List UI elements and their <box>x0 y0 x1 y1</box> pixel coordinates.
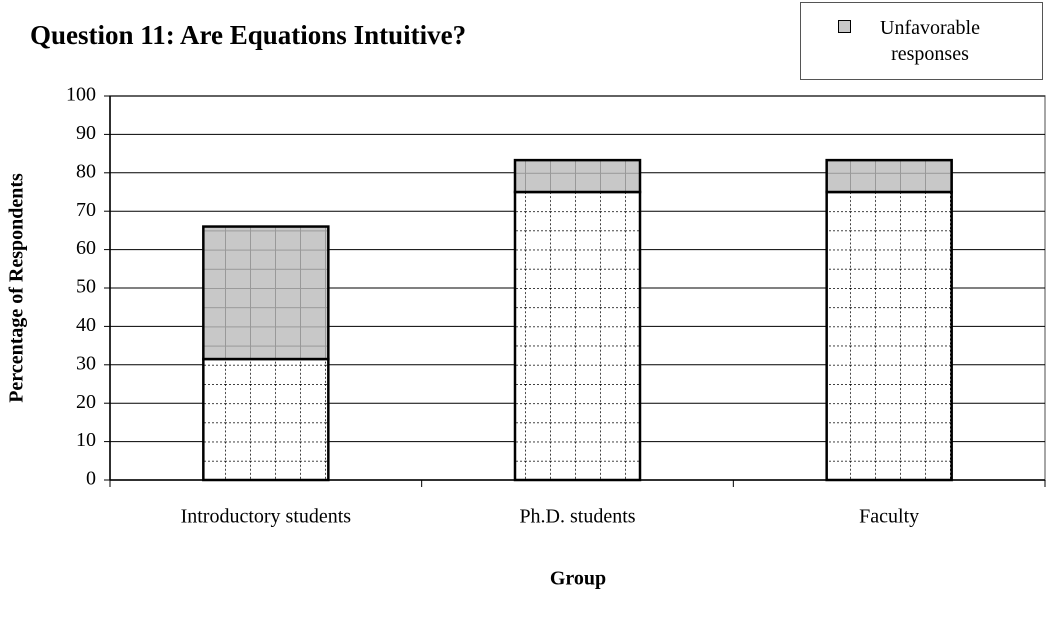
y-axis-label: Percentage of Respondents <box>6 173 28 403</box>
x-tick-label: Introductory students <box>181 506 352 528</box>
chart-title: Question 11: Are Equations Intuitive? <box>30 20 466 50</box>
x-tick-label: Faculty <box>859 506 919 528</box>
bar-segment <box>202 225 330 361</box>
legend-label: Unfavorable responses <box>880 17 980 65</box>
y-tick-label: 80 <box>76 160 96 182</box>
y-tick-label: 90 <box>76 122 96 144</box>
y-tick-label: 60 <box>76 237 96 259</box>
y-tick-label: 50 <box>76 276 96 298</box>
x-tick-label: Ph.D. students <box>519 506 635 528</box>
y-tick-label: 40 <box>76 314 96 336</box>
y-tick-label: 10 <box>76 429 96 451</box>
legend-swatch <box>838 20 851 33</box>
y-tick-label: 20 <box>76 391 96 413</box>
x-axis-label: Group <box>550 568 606 590</box>
bar-segment <box>513 158 642 194</box>
y-tick-label: 30 <box>76 352 96 374</box>
bar-segment <box>202 357 330 482</box>
y-tick-label: 70 <box>76 199 96 221</box>
bar-segment <box>825 158 953 194</box>
y-tick-label: 100 <box>66 84 96 106</box>
y-tick-label: 0 <box>86 468 96 490</box>
legend: Unfavorable responses <box>800 2 1043 80</box>
bar-segment <box>513 190 642 482</box>
bar-segment <box>825 190 953 482</box>
